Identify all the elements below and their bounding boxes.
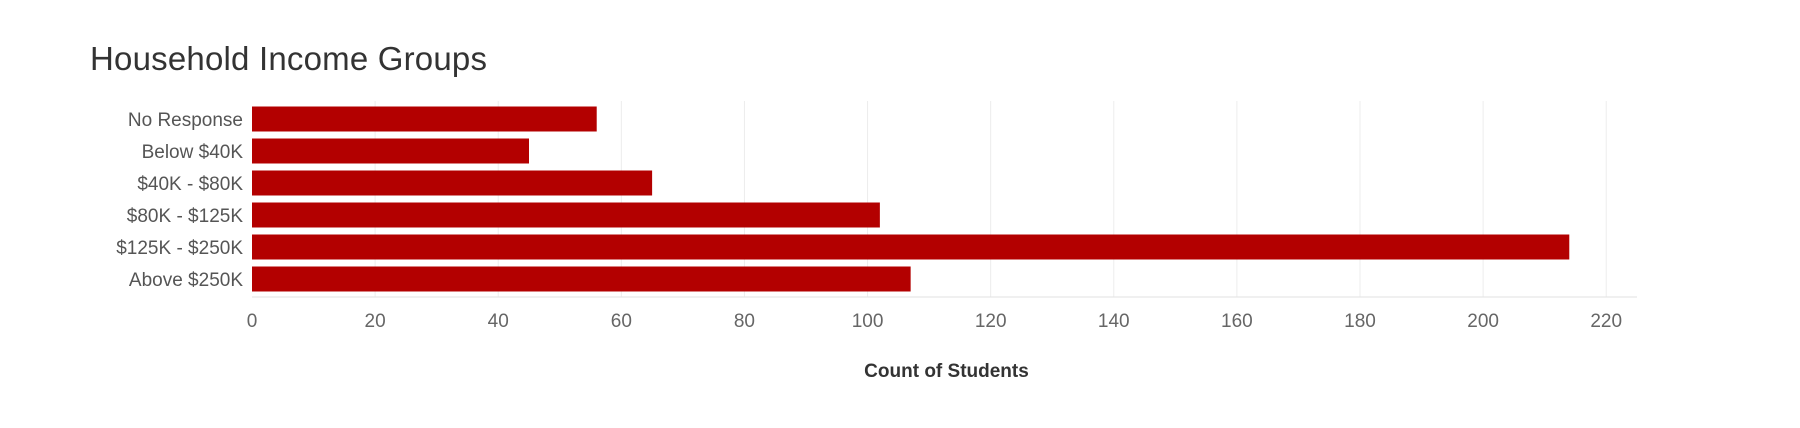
x-tick-label: 180 bbox=[1344, 311, 1376, 332]
bar[interactable] bbox=[252, 106, 597, 132]
category-label: $125K - $250K bbox=[116, 238, 243, 259]
bar[interactable] bbox=[252, 138, 529, 164]
category-label: No Response bbox=[128, 110, 243, 131]
category-labels: No Response Below $40K $40K - $80K $80K - $… bbox=[116, 110, 243, 291]
chart-title: Household Income Groups bbox=[90, 40, 488, 77]
x-tick-label: 80 bbox=[734, 311, 755, 332]
bar[interactable] bbox=[252, 266, 911, 292]
bar[interactable] bbox=[252, 234, 1570, 260]
bar[interactable] bbox=[252, 202, 880, 228]
category-label: Below $40K bbox=[142, 142, 244, 163]
x-tick-label: 140 bbox=[1098, 311, 1130, 332]
category-label: $80K - $125K bbox=[127, 206, 244, 227]
x-tick-labels: 0 20 40 60 80 100 120 140 160 180 200 220 bbox=[247, 311, 1622, 332]
x-axis-title: Count of Students bbox=[864, 361, 1029, 382]
x-tick-label: 0 bbox=[247, 311, 258, 332]
category-label: $40K - $80K bbox=[137, 174, 243, 195]
x-tick-label: 160 bbox=[1221, 311, 1253, 332]
x-tick-label: 20 bbox=[365, 311, 386, 332]
bars bbox=[252, 106, 1570, 292]
x-tick-label: 220 bbox=[1590, 311, 1622, 332]
x-tick-label: 120 bbox=[975, 311, 1007, 332]
bar[interactable] bbox=[252, 170, 653, 196]
gridlines bbox=[252, 101, 1637, 298]
x-tick-label: 40 bbox=[488, 311, 509, 332]
category-label: Above $250K bbox=[129, 270, 243, 291]
x-tick-label: 100 bbox=[852, 311, 884, 332]
x-tick-label: 200 bbox=[1467, 311, 1499, 332]
x-tick-label: 60 bbox=[611, 311, 632, 332]
